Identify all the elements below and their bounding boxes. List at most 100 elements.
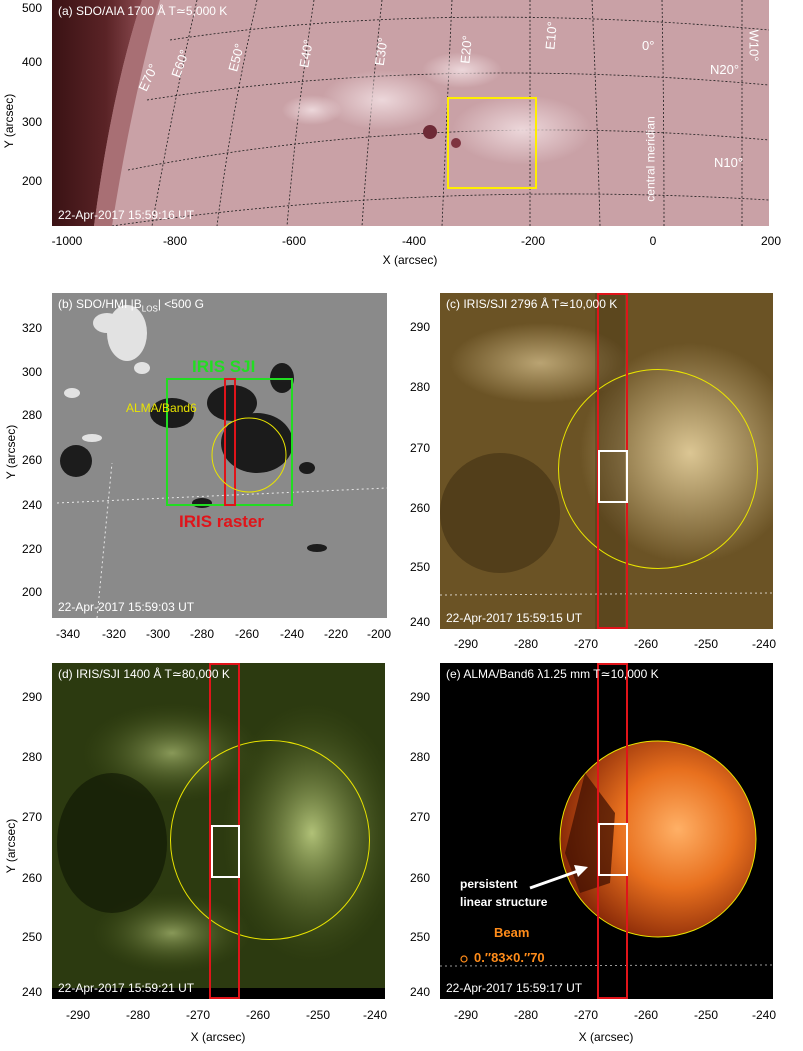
panel-c-ytick: 280 [410, 380, 431, 394]
plage-region [282, 95, 342, 125]
panel-d-xlabel: X (arcsec) [190, 1030, 246, 1044]
panel-a-xtick: -200 [520, 234, 546, 248]
panel-b-title: (b) SDO/HMI |BLOS| <500 G [58, 297, 204, 314]
panel-a-svg [52, 0, 769, 226]
panel-d-ytick: 250 [22, 930, 43, 944]
panel-c-xtick: -270 [573, 637, 599, 651]
panel-e-ytick: 240 [410, 985, 431, 999]
panel-a-ytick: 400 [22, 55, 43, 69]
raster-fov-box [224, 378, 236, 506]
panel-b-xtick: -220 [323, 627, 349, 641]
panel-b-ytick: 300 [22, 365, 43, 379]
panel-a-ytick: 300 [22, 115, 43, 129]
panel-e-xtick: -290 [453, 1008, 479, 1022]
grid-label: N10° [714, 155, 744, 170]
panel-a-xtick: -800 [162, 234, 188, 248]
panel-b-xtick: -300 [145, 627, 171, 641]
panel-b-xtick: -240 [279, 627, 305, 641]
dark-region [57, 773, 167, 913]
grid-label: E20° [457, 34, 475, 65]
panel-b-xtick: -260 [234, 627, 260, 641]
panel-d-xtick: -240 [362, 1008, 388, 1022]
lat-line [440, 964, 773, 967]
panel-c-ytick: 260 [410, 501, 431, 515]
panel-a-ytick: 200 [22, 174, 43, 188]
dark-region [440, 453, 560, 573]
beam-size: 0.″83×0.″70 [474, 950, 545, 965]
panel-b-xtick: -320 [101, 627, 127, 641]
panel-b-xtick: -340 [55, 627, 81, 641]
panel-d-ytick: 240 [22, 985, 43, 999]
panel-e-ytick: 270 [410, 810, 431, 824]
panel-d-ylabel: Y (arcsec) [4, 818, 18, 874]
aia-roi-box [447, 97, 537, 189]
panel-a-xtick: -400 [401, 234, 427, 248]
panel-a-ytick: 500 [22, 1, 43, 15]
annotation-line-2: linear structure [460, 895, 548, 909]
panel-e-image: (e) ALMA/Band6 λ1.25 mm T≃10,000 K persi… [440, 663, 773, 999]
grid-label: W10° [746, 29, 762, 62]
alma-band6-label: ALMA/Band6 [126, 401, 197, 415]
panel-a-xtick: -600 [281, 234, 307, 248]
roi-box [598, 823, 628, 876]
panel-d-timestamp: 22-Apr-2017 15:59:21 UT [58, 981, 195, 995]
panel-a-xtick: 200 [760, 234, 782, 248]
panel-b-ylabel: Y (arcsec) [4, 424, 18, 480]
plage-region [422, 52, 502, 88]
limb-edge [94, 0, 160, 226]
panel-a-ylabel: Y (arcsec) [2, 93, 16, 149]
panel-d-ytick: 280 [22, 750, 43, 764]
panel-b-ytick: 220 [22, 542, 43, 556]
lat-line [440, 592, 773, 596]
panel-b-ytick: 200 [22, 585, 43, 599]
panel-d-title: (d) IRIS/SJI 1400 Å T≃80,000 K [58, 667, 230, 681]
panel-d-xtick: -290 [65, 1008, 91, 1022]
plage-region [322, 70, 442, 130]
panel-e-ytick: 260 [410, 871, 431, 885]
panel-b-xtick: -280 [189, 627, 215, 641]
panel-b-image: (b) SDO/HMI |BLOS| <500 G 22-Apr-2017 15… [52, 293, 387, 618]
panel-c-timestamp: 22-Apr-2017 15:59:15 UT [446, 611, 583, 625]
alma-fov-circle [211, 417, 287, 493]
panel-a-xlabel: X (arcsec) [382, 253, 438, 267]
panel-e-xtick: -240 [751, 1008, 777, 1022]
panel-b-ytick: 280 [22, 408, 43, 422]
arrow-head-icon [574, 865, 588, 877]
panel-d-xtick: -250 [305, 1008, 331, 1022]
panel-e-timestamp: 22-Apr-2017 15:59:17 UT [446, 981, 583, 995]
lat-line [56, 487, 387, 504]
panel-e-xtick: -270 [573, 1008, 599, 1022]
panel-c-xtick: -260 [633, 637, 659, 651]
bright-network [450, 323, 630, 403]
panel-c-ytick: 240 [410, 615, 431, 629]
roi-box [598, 450, 628, 503]
beam-ellipse-icon [460, 955, 468, 963]
panel-a-xtick: -1000 [51, 234, 83, 248]
annotation-arrow [529, 869, 579, 890]
panel-e-ytick: 250 [410, 930, 431, 944]
dark-space [52, 0, 142, 226]
alma-fov-circle [558, 369, 758, 569]
panel-b-svg [56, 305, 387, 618]
panel-c-image: (c) IRIS/SJI 2796 Å T≃10,000 K 22-Apr-20… [440, 293, 773, 629]
panel-c-ytick: 290 [410, 320, 431, 334]
panel-a-image: (a) SDO/AIA 1700 Å T≃5,000 K 22-Apr-2017… [52, 0, 769, 226]
sunspot [451, 138, 461, 148]
iris-raster-label: IRIS raster [179, 512, 265, 531]
panel-e-ytick: 290 [410, 690, 431, 704]
panel-a-title: (a) SDO/AIA 1700 Å T≃5,000 K [58, 4, 228, 18]
alma-fov-circle [170, 740, 370, 940]
panel-e-svg [440, 740, 773, 967]
panel-e-ytick: 280 [410, 750, 431, 764]
panel-c-xtick: -250 [693, 637, 719, 651]
panel-e-title: (e) ALMA/Band6 λ1.25 mm T≃10,000 K [446, 667, 659, 681]
panel-e-xtick: -280 [513, 1008, 539, 1022]
panel-d-ytick: 270 [22, 810, 43, 824]
beam-label: Beam [494, 925, 530, 940]
positive-field [64, 305, 150, 442]
panel-d-xtick: -260 [245, 1008, 271, 1022]
sunspot [423, 125, 437, 139]
panel-d-xtick: -280 [125, 1008, 151, 1022]
panel-b-xtick: -200 [366, 627, 392, 641]
panel-c-xtick: -290 [453, 637, 479, 651]
